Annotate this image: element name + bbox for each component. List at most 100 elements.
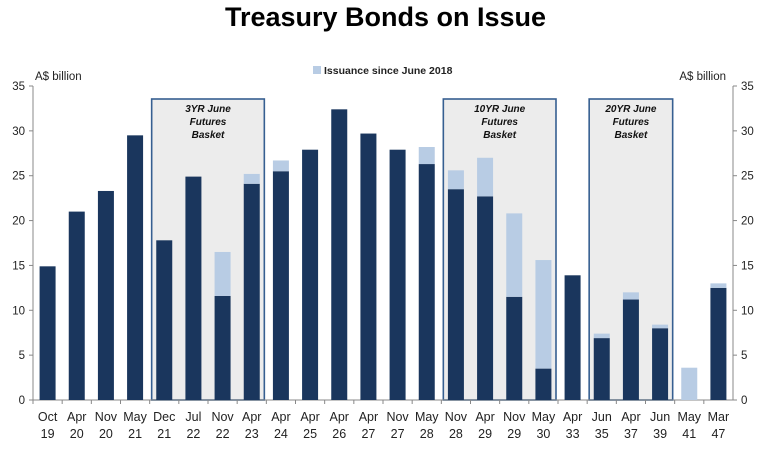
bar-outstanding [564,275,581,400]
x-tick-label-month: Nov [95,410,118,424]
x-tick-label-year: 41 [682,427,696,441]
bar-issuance [272,160,289,172]
bar-outstanding [447,189,464,400]
x-tick-label-month: Apr [67,410,86,424]
bar-issuance [243,173,260,184]
legend-label: Issuance since June 2018 [324,65,453,77]
bar-issuance [214,251,231,296]
bar-issuance [593,333,610,339]
x-tick-label-month: Jun [592,410,612,424]
y-tick-label-right: 10 [741,305,754,317]
bar-issuance [447,170,464,190]
y-tick-label-right: 35 [741,81,754,93]
bar-outstanding [710,287,727,400]
x-tick-label-month: May [677,410,701,424]
y-tick-label-left: 0 [19,395,25,407]
bar-outstanding [68,211,85,400]
x-tick-label-year: 30 [536,427,550,441]
x-tick-label-year: 27 [361,427,375,441]
x-tick-label-month: May [123,410,147,424]
y-unit-left: A$ billion [35,71,82,83]
bar-outstanding [97,190,114,400]
x-tick-label-year: 20 [70,427,84,441]
bar-outstanding [272,171,289,400]
x-tick-label-year: 23 [245,427,259,441]
x-tick-label-month: Nov [386,410,409,424]
legend-swatch [313,66,321,74]
x-tick-label-year: 33 [566,427,580,441]
y-tick-label-left: 35 [12,81,25,93]
bar-outstanding [506,296,523,400]
x-tick-label-month: Apr [475,410,494,424]
bar-outstanding [418,164,435,400]
x-tick-label-month: Dec [153,410,175,424]
bar-outstanding [477,196,494,400]
x-tick-label-month: Apr [300,410,319,424]
x-tick-label-year: 25 [303,427,317,441]
futures-basket-label: Basket [615,130,648,141]
bar-issuance [418,147,435,165]
x-tick-label-year: 39 [653,427,667,441]
x-tick-label-year: 24 [274,427,288,441]
x-tick-label-year: 47 [711,427,725,441]
bar-outstanding [535,368,552,400]
x-tick-label-year: 26 [332,427,346,441]
futures-basket-label: 10YR June [474,104,526,115]
x-tick-label-month: Apr [621,410,640,424]
x-tick-label-month: Apr [330,410,349,424]
bar-outstanding [622,299,639,400]
y-tick-label-right: 15 [741,260,754,272]
bar-issuance [477,157,494,197]
bar-issuance [681,367,698,400]
y-tick-label-right: 5 [741,350,747,362]
y-tick-label-right: 30 [741,126,754,138]
x-tick-label-year: 22 [216,427,230,441]
y-tick-label-right: 0 [741,395,747,407]
x-tick-label-month: Jul [185,410,201,424]
x-tick-label-year: 28 [449,427,463,441]
x-tick-label-month: Jun [650,410,670,424]
bar-issuance [535,260,552,369]
x-tick-label-month: Apr [359,410,378,424]
bar-issuance [622,292,639,300]
x-tick-label-year: 20 [99,427,113,441]
bar-outstanding [214,295,231,400]
bar-outstanding [127,135,144,401]
x-tick-label-month: Mar [708,410,730,424]
bar-outstanding [360,133,377,400]
x-tick-label-year: 22 [186,427,200,441]
bar-outstanding [156,240,173,400]
bar-outstanding [302,149,319,400]
x-tick-label-month: May [415,410,439,424]
bar-outstanding [593,338,610,400]
chart-title: Treasury Bonds on Issue [224,2,547,32]
x-tick-label-year: 37 [624,427,638,441]
bar-outstanding [185,176,202,400]
futures-basket-label: 3YR June [185,104,231,115]
x-tick-label-month: Apr [242,410,261,424]
x-tick-label-year: 27 [391,427,405,441]
y-tick-label-right: 20 [741,216,754,228]
x-tick-label-year: 29 [478,427,492,441]
futures-basket-label: Futures [190,117,227,128]
y-tick-label-left: 10 [12,305,25,317]
y-tick-label-left: 15 [12,260,25,272]
x-tick-label-year: 35 [595,427,609,441]
bar-outstanding [389,149,406,400]
bar-outstanding [39,266,56,400]
x-tick-label-year: 28 [420,427,434,441]
futures-basket-label: Futures [481,117,518,128]
bar-outstanding [331,109,348,400]
x-tick-label-month: Nov [445,410,468,424]
x-tick-label-year: 21 [128,427,142,441]
futures-basket-label: Futures [613,117,650,128]
x-tick-label-month: Oct [38,410,58,424]
x-tick-label-month: Apr [271,410,290,424]
y-tick-label-left: 5 [19,350,25,362]
y-tick-label-left: 30 [12,126,25,138]
bar-issuance [652,324,669,329]
x-tick-label-month: Nov [503,410,526,424]
x-tick-label-month: May [532,410,556,424]
futures-basket-label: Basket [192,130,225,141]
